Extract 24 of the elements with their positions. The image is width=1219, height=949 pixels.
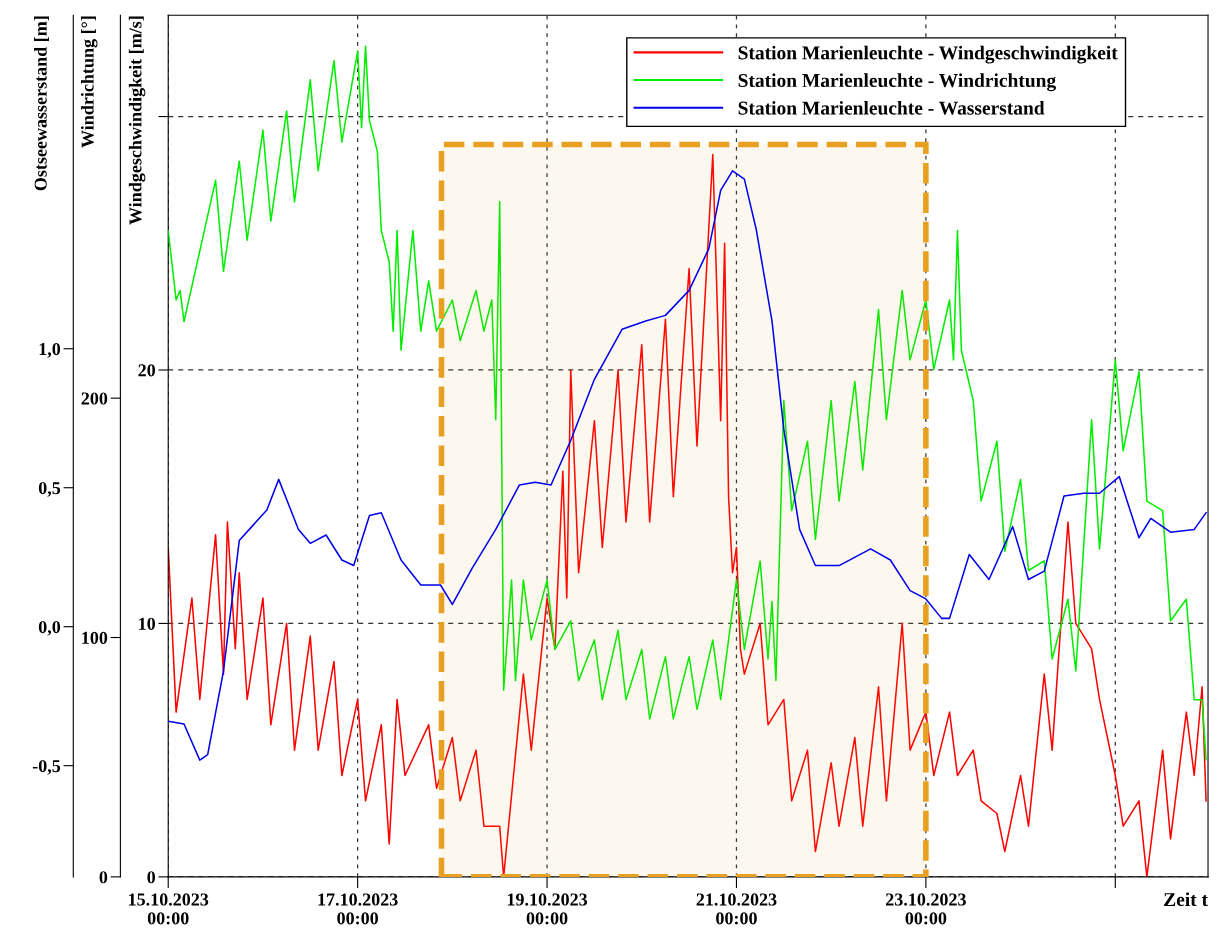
y2-axis-title: Windrichtung [°]	[81, 16, 98, 148]
y3-tick-label: 1,0	[39, 343, 61, 358]
line-series	[168, 45, 1207, 761]
x-tick-label: 19.10.2023 00:00	[507, 893, 588, 925]
legend-label: Station Marienleuchte - Windgeschwindigkeit	[738, 45, 1118, 64]
x-tick-label: 15.10.2023 00:00	[129, 893, 209, 925]
y-axis-title: Windgeschwindigkeit [m/s]	[128, 16, 146, 225]
legend-label: Station Marienleuchte - Wasserstand	[738, 100, 1045, 115]
line-series	[168, 170, 1207, 761]
legend-label: Station Marienleuchte - Windrichtung	[738, 73, 1056, 92]
y-tick-label: 20	[138, 364, 156, 377]
x-tick-label: 21.10.2023 00:00	[696, 893, 777, 925]
x-tick-label: 17.10.2023 00:00	[318, 893, 398, 925]
y-tick-label: 0	[147, 871, 156, 884]
y3-tick-label: 0,0	[38, 620, 61, 636]
y3-axis-title: Ostseewasserstand [m]	[34, 16, 49, 191]
x-axis-title: Zeit t	[1164, 892, 1208, 907]
y2-tick-label: 100	[82, 631, 108, 644]
y-tick-label: 10	[139, 617, 156, 630]
x-tick-label: 23.10.2023 00:00	[886, 893, 966, 925]
y2-tick-label: 0	[99, 871, 108, 884]
y3-tick-label: -0,5	[32, 759, 61, 775]
y3-tick-label: 0,5	[38, 481, 61, 497]
y2-tick-label: 200	[81, 392, 108, 405]
